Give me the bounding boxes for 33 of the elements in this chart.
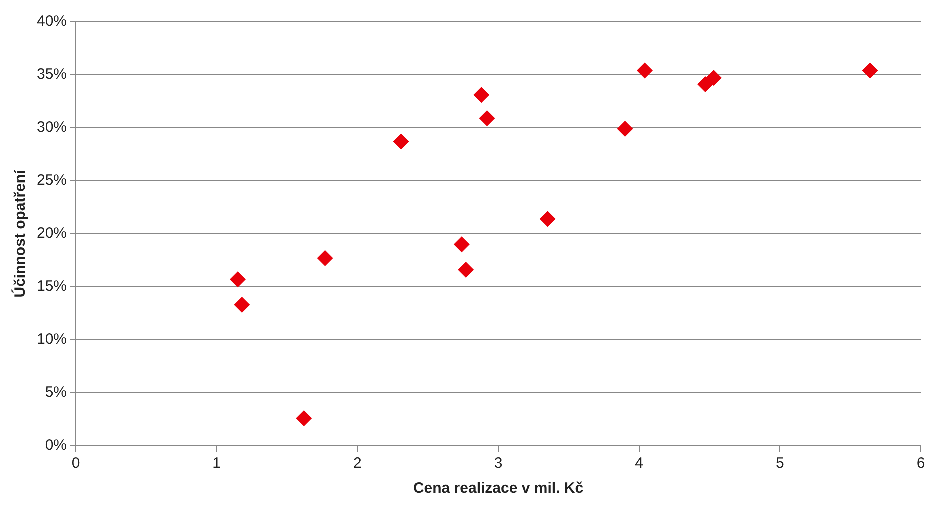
x-axis-title: Cena realizace v mil. Kč [413, 480, 584, 498]
x-tick-label: 0 [72, 455, 80, 472]
x-tick-label: 4 [635, 455, 644, 472]
point [706, 70, 722, 86]
y-tick-label: 25% [36, 172, 68, 190]
point [230, 272, 246, 288]
y-axis-title: Účinnost opatření [11, 169, 30, 298]
point [317, 250, 334, 266]
point [458, 262, 474, 278]
y-tick-label: 0% [45, 437, 68, 454]
x-tick-label: 3 [494, 455, 503, 472]
point [474, 87, 490, 104]
y-tick-label: 20% [36, 225, 68, 242]
point [454, 236, 470, 253]
point [698, 76, 714, 93]
x-tick-label: 5 [776, 455, 784, 472]
x-tick-label: 1 [212, 455, 222, 472]
point [862, 62, 878, 79]
point [393, 134, 410, 150]
y-tick-label: 40% [36, 13, 68, 30]
y-tick-label: 30% [36, 119, 68, 136]
x-tick-label: 6 [916, 455, 926, 472]
point [636, 62, 653, 79]
x-tick-label: 2 [354, 455, 362, 472]
point [296, 410, 312, 426]
y-tick-label: 5% [45, 384, 68, 402]
point [540, 211, 556, 228]
y-tick-label: 10% [36, 331, 68, 348]
point [234, 297, 250, 314]
point [479, 110, 496, 126]
y-tick-label: 35% [36, 66, 68, 84]
point [617, 121, 634, 138]
y-tick-label: 15% [36, 278, 68, 296]
